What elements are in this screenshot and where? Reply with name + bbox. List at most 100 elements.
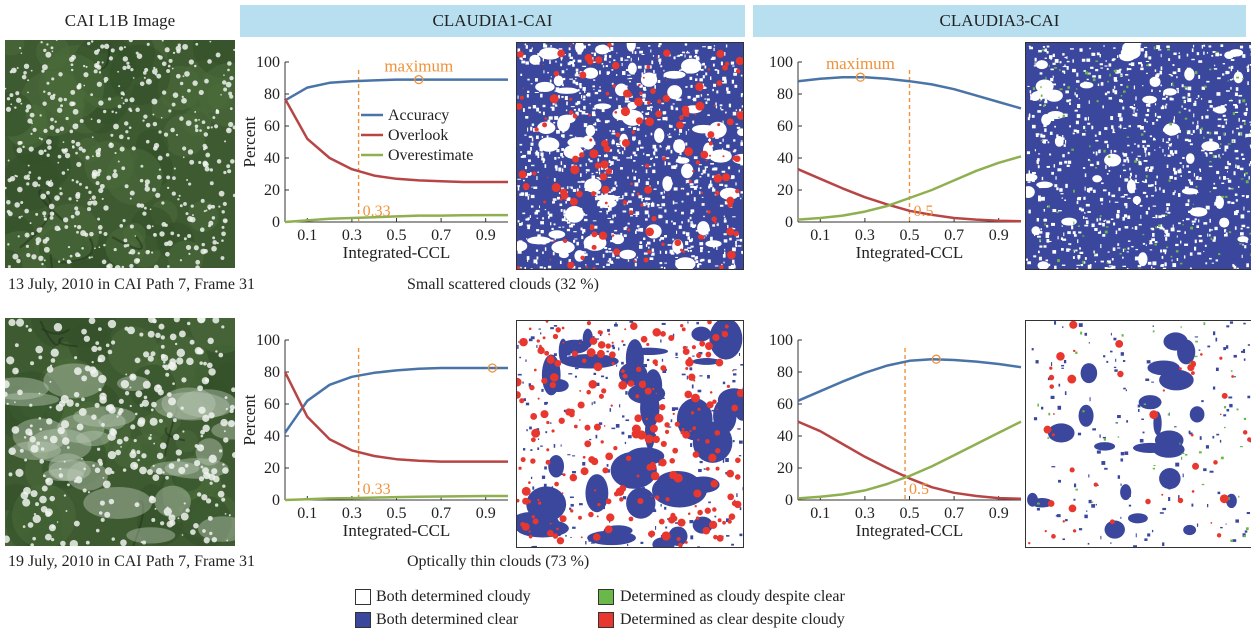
claudia1-header: CLAUDIA1-CAI (240, 5, 745, 37)
legend-swatch-both-clear (355, 612, 371, 628)
x-tick-label: 0.3 (342, 227, 362, 244)
legend-swatch-both-cloudy (355, 589, 371, 605)
y-tick-label: 100 (256, 332, 280, 349)
y-tick-label: 20 (777, 460, 793, 477)
x-tick-label: 0.7 (944, 505, 964, 522)
y-axis-label: Percent (240, 394, 259, 445)
y-tick-label: 0 (272, 492, 280, 509)
y-tick-label: 100 (769, 54, 793, 71)
x-tick-label: 0.5 (900, 227, 920, 244)
y-tick-label: 80 (777, 86, 793, 103)
maximum-label: maximum (384, 57, 453, 76)
y-tick-label: 40 (777, 150, 793, 167)
legend-label-cloudy-despite-clear: Determined as cloudy despite clear (620, 588, 845, 605)
series-accuracy-line (797, 75, 1022, 110)
chart-claudia1-row1: 0 20 40 60 80 100 0.1 0.3 0.5 0.7 0.9 Integrated-CC… (240, 54, 508, 262)
legend-label-both-cloudy: Both determined cloudy (376, 588, 531, 605)
x-tick-label: 0.1 (810, 505, 830, 522)
series-overestimate-line (284, 494, 508, 502)
y-tick-label: 60 (264, 118, 280, 135)
x-tick-label: 0.9 (989, 227, 1009, 244)
legend-label-clear-despite-cloudy: Determined as clear despite cloudy (620, 611, 845, 628)
series-overestimate-line (284, 213, 508, 224)
x-tick-label: 0.7 (944, 227, 964, 244)
series-accuracy-line (797, 357, 1022, 402)
x-tick-label: 0.5 (900, 505, 920, 522)
legend-overestimate-label: Overestimate (388, 147, 473, 164)
y-tick-label: 20 (264, 182, 280, 199)
y-tick-label: 40 (264, 428, 280, 445)
x-tick-label: 0.3 (342, 505, 362, 522)
maximum-marker (487, 363, 498, 373)
legend-swatch-clear-despite-cloudy (598, 612, 614, 628)
date-caption-row1: 13 July, 2010 in CAI Path 7, Frame 31 (8, 276, 255, 293)
y-tick-label: 40 (264, 150, 280, 167)
series-overlook-line (797, 420, 1022, 500)
x-tick-label: 0.9 (989, 505, 1009, 522)
satellite-image-row2 (5, 318, 235, 546)
cloud-caption-row2: Optically thin clouds (73 %) (407, 553, 590, 570)
y-tick-label: 60 (777, 118, 793, 135)
y-tick-label: 0 (272, 214, 280, 231)
x-axis-label: Integrated-CCL (343, 243, 451, 262)
x-tick-label: 0.3 (855, 505, 875, 522)
y-tick-label: 20 (264, 460, 280, 477)
chart-claudia3-row1: 0 20 40 60 80 100 0.1 0.3 0.5 0.7 0.9 Integrated-CC… (769, 54, 1022, 262)
chart-claudia3-row2: 0 20 40 60 80 100 0.1 0.3 0.5 0.7 0.9 Integrated-CC… (769, 332, 1022, 540)
x-tick-label: 0.9 (476, 505, 496, 522)
mask-claudia1-row1 (516, 42, 744, 270)
x-tick-label: 0.1 (297, 505, 317, 522)
legend-swatch-cloudy-despite-clear (598, 589, 614, 605)
series-overlook-line (283, 98, 508, 184)
chart-claudia1-row2: 0 20 40 60 80 100 0.1 0.3 0.5 0.7 0.9 Integrated-CC… (240, 332, 508, 540)
x-axis-label: Integrated-CCL (856, 521, 964, 540)
claudia3-header: CLAUDIA3-CAI (753, 5, 1246, 37)
series-overestimate-line (797, 155, 1022, 221)
satellite-image-row1 (5, 40, 235, 268)
y-tick-label: 80 (777, 364, 793, 381)
x-tick-label: 0.5 (387, 505, 407, 522)
y-tick-label: 0 (785, 492, 793, 509)
y-axis-label: Percent (240, 116, 259, 167)
x-tick-label: 0.1 (810, 227, 830, 244)
maximum-marker (855, 72, 866, 82)
legend-label-both-clear: Both determined clear (376, 611, 519, 628)
x-tick-label: 0.7 (431, 227, 451, 244)
x-axis-label: Integrated-CCL (856, 243, 964, 262)
y-tick-label: 60 (264, 396, 280, 413)
legend-accuracy-label: Accuracy (388, 107, 449, 124)
y-tick-label: 40 (777, 428, 793, 445)
x-tick-label: 0.1 (297, 227, 317, 244)
x-tick-label: 0.7 (431, 505, 451, 522)
maximum-label: maximum (826, 54, 895, 73)
threshold-label: 0.33 (363, 481, 391, 498)
y-tick-label: 100 (769, 332, 793, 349)
threshold-label: 0.5 (909, 481, 929, 498)
x-axis-label: Integrated-CCL (343, 521, 451, 540)
series-overlook-line (283, 371, 508, 463)
x-tick-label: 0.5 (387, 227, 407, 244)
maximum-marker (931, 354, 941, 364)
x-tick-label: 0.3 (855, 227, 875, 244)
series-accuracy-line (284, 78, 508, 102)
cloud-caption-row1: Small scattered clouds (32 %) (407, 276, 599, 293)
series-overestimate-line (797, 420, 1022, 500)
mask-claudia3-row1 (1025, 42, 1251, 270)
series-overlook-line (797, 168, 1022, 223)
y-tick-label: 80 (264, 364, 280, 381)
series-accuracy-line (283, 366, 508, 434)
y-tick-label: 0 (785, 214, 793, 231)
maximum-marker (414, 74, 424, 85)
y-tick-label: 20 (777, 182, 793, 199)
x-tick-label: 0.9 (476, 227, 496, 244)
threshold-label: 0.33 (363, 203, 391, 220)
legend-overlook-label: Overlook (388, 127, 448, 144)
mask-claudia3-row2 (1025, 320, 1251, 548)
y-tick-label: 60 (777, 396, 793, 413)
y-tick-label: 80 (264, 86, 280, 103)
image-column-header: CAI L1B Image (64, 11, 176, 30)
threshold-label: 0.5 (914, 203, 934, 220)
date-caption-row2: 19 July, 2010 in CAI Path 7, Frame 31 (8, 553, 255, 570)
mask-claudia1-row2 (516, 320, 744, 548)
y-tick-label: 100 (256, 54, 280, 71)
